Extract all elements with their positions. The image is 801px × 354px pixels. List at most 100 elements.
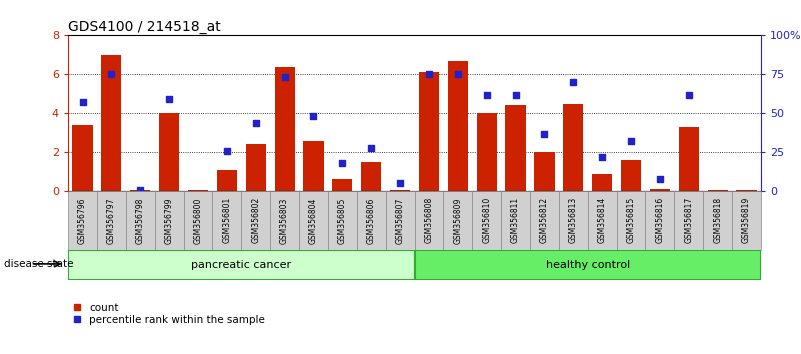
Point <box>452 72 465 77</box>
Text: GSM356809: GSM356809 <box>453 197 462 244</box>
Bar <box>130 190 151 191</box>
Point <box>538 131 551 136</box>
Bar <box>592 174 612 191</box>
Text: GSM356796: GSM356796 <box>78 197 87 244</box>
Text: GSM356813: GSM356813 <box>569 197 578 244</box>
Text: GSM356814: GSM356814 <box>598 197 606 244</box>
Point <box>509 92 522 97</box>
Text: GSM356798: GSM356798 <box>135 197 145 244</box>
FancyBboxPatch shape <box>385 191 415 250</box>
FancyBboxPatch shape <box>444 191 473 250</box>
FancyBboxPatch shape <box>299 191 328 250</box>
Text: GSM356817: GSM356817 <box>684 197 694 244</box>
Point <box>364 145 377 150</box>
FancyBboxPatch shape <box>501 191 530 250</box>
Text: GSM356810: GSM356810 <box>482 197 491 244</box>
Bar <box>72 125 93 191</box>
FancyBboxPatch shape <box>270 191 299 250</box>
Point <box>625 138 638 144</box>
FancyBboxPatch shape <box>97 191 126 250</box>
FancyBboxPatch shape <box>212 191 241 250</box>
Bar <box>361 162 381 191</box>
FancyBboxPatch shape <box>530 191 559 250</box>
Bar <box>448 61 468 191</box>
Bar <box>477 113 497 191</box>
Text: GSM356802: GSM356802 <box>252 197 260 244</box>
Text: healthy control: healthy control <box>545 259 630 270</box>
FancyBboxPatch shape <box>617 191 646 250</box>
Bar <box>217 170 237 191</box>
Point <box>76 99 89 105</box>
Text: GSM356801: GSM356801 <box>223 197 231 244</box>
Text: GSM356808: GSM356808 <box>425 197 433 244</box>
FancyBboxPatch shape <box>703 191 732 250</box>
Point <box>134 187 147 193</box>
Point <box>249 120 262 125</box>
Bar <box>390 190 410 191</box>
Bar <box>621 160 641 191</box>
Text: GSM356807: GSM356807 <box>396 197 405 244</box>
Text: GSM356816: GSM356816 <box>655 197 664 244</box>
Point <box>163 96 175 102</box>
Text: disease state: disease state <box>4 259 74 269</box>
Text: GSM356811: GSM356811 <box>511 197 520 244</box>
Bar <box>419 72 439 191</box>
Point <box>596 154 609 160</box>
Text: GDS4100 / 214518_at: GDS4100 / 214518_at <box>68 21 221 34</box>
FancyBboxPatch shape <box>68 250 415 280</box>
FancyBboxPatch shape <box>241 191 270 250</box>
FancyBboxPatch shape <box>559 191 588 250</box>
Bar <box>707 190 728 191</box>
Bar <box>678 127 699 191</box>
Bar <box>304 141 324 191</box>
Text: GSM356804: GSM356804 <box>309 197 318 244</box>
FancyBboxPatch shape <box>674 191 703 250</box>
Bar <box>650 189 670 191</box>
Bar <box>534 152 554 191</box>
Text: GSM356818: GSM356818 <box>713 197 723 244</box>
FancyBboxPatch shape <box>356 191 385 250</box>
FancyBboxPatch shape <box>415 250 761 280</box>
Text: GSM356800: GSM356800 <box>194 197 203 244</box>
Point <box>423 72 436 77</box>
Text: GSM356797: GSM356797 <box>107 197 116 244</box>
Bar <box>101 55 122 191</box>
Text: GSM356799: GSM356799 <box>165 197 174 244</box>
Point <box>481 92 493 97</box>
Point <box>682 92 695 97</box>
FancyBboxPatch shape <box>328 191 356 250</box>
FancyBboxPatch shape <box>588 191 617 250</box>
Bar <box>332 178 352 191</box>
Text: GSM356806: GSM356806 <box>367 197 376 244</box>
Bar <box>159 113 179 191</box>
Bar <box>505 105 525 191</box>
Text: GSM356805: GSM356805 <box>338 197 347 244</box>
Point <box>393 181 406 186</box>
Bar <box>246 144 266 191</box>
Legend: count, percentile rank within the sample: count, percentile rank within the sample <box>74 303 265 325</box>
Text: pancreatic cancer: pancreatic cancer <box>191 259 292 270</box>
Text: GSM356812: GSM356812 <box>540 197 549 244</box>
Bar <box>736 190 757 191</box>
Bar <box>563 103 583 191</box>
Point <box>654 176 666 182</box>
FancyBboxPatch shape <box>183 191 212 250</box>
Text: GSM356815: GSM356815 <box>626 197 635 244</box>
FancyBboxPatch shape <box>646 191 674 250</box>
Text: GSM356803: GSM356803 <box>280 197 289 244</box>
FancyBboxPatch shape <box>473 191 501 250</box>
Point <box>567 79 580 85</box>
FancyBboxPatch shape <box>155 191 183 250</box>
Point <box>105 72 118 77</box>
FancyBboxPatch shape <box>68 191 97 250</box>
Point <box>278 75 291 80</box>
FancyBboxPatch shape <box>415 191 444 250</box>
Point <box>336 160 348 166</box>
Bar <box>275 67 295 191</box>
Point <box>220 148 233 154</box>
FancyBboxPatch shape <box>126 191 155 250</box>
FancyBboxPatch shape <box>732 191 761 250</box>
Bar <box>188 190 208 191</box>
Text: GSM356819: GSM356819 <box>742 197 751 244</box>
Point <box>307 114 320 119</box>
